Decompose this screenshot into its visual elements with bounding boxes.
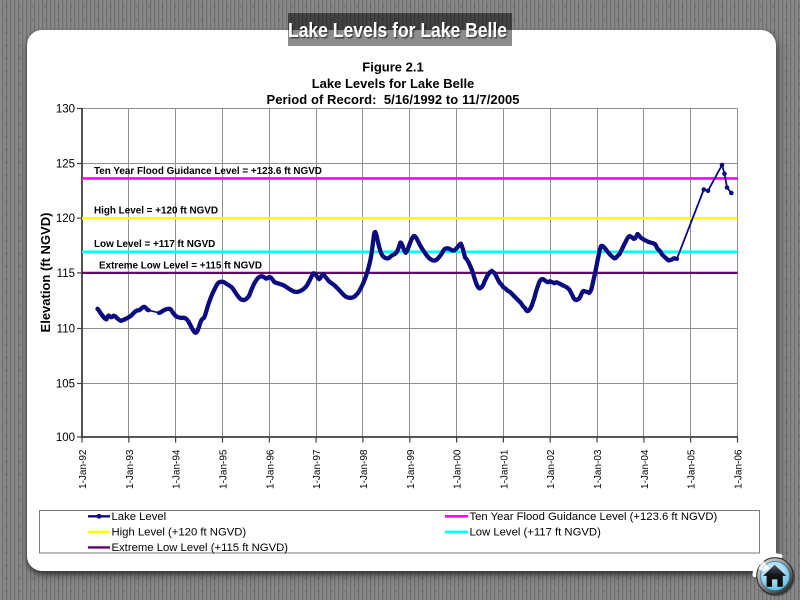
svg-text:1-Jan-04: 1-Jan-04 bbox=[640, 449, 651, 489]
svg-text:Lake Levels for Lake Belle: Lake Levels for Lake Belle bbox=[312, 76, 475, 91]
svg-text:1-Jan-05: 1-Jan-05 bbox=[687, 449, 698, 489]
svg-text:1-Jan-03: 1-Jan-03 bbox=[593, 449, 604, 489]
svg-text:1-Jan-02: 1-Jan-02 bbox=[546, 449, 557, 489]
svg-text:High Level (+120 ft NGVD): High Level (+120 ft NGVD) bbox=[112, 527, 247, 539]
svg-text:Low Level = +117 ft NGVD: Low Level = +117 ft NGVD bbox=[94, 239, 215, 250]
svg-text:1-Jan-98: 1-Jan-98 bbox=[359, 449, 370, 489]
svg-text:Extreme Low Level (+115 ft NGV: Extreme Low Level (+115 ft NGVD) bbox=[112, 542, 289, 554]
svg-text:1-Jan-93: 1-Jan-93 bbox=[125, 449, 136, 489]
svg-text:1-Jan-92: 1-Jan-92 bbox=[78, 449, 89, 489]
svg-text:Ten Year Flood Guidance Level: Ten Year Flood Guidance Level = +123.6 f… bbox=[94, 166, 322, 177]
svg-text:1-Jan-94: 1-Jan-94 bbox=[172, 449, 183, 489]
svg-text:110: 110 bbox=[57, 324, 75, 336]
svg-text:Period of Record: 5/16/1992 t: Period of Record: 5/16/1992 to 11/7/2005 bbox=[267, 92, 520, 107]
svg-text:High Level = +120 ft NGVD: High Level = +120 ft NGVD bbox=[94, 206, 218, 217]
svg-text:1-Jan-97: 1-Jan-97 bbox=[312, 449, 323, 489]
svg-text:Figure 2.1: Figure 2.1 bbox=[362, 60, 423, 75]
svg-text:1-Jan-96: 1-Jan-96 bbox=[265, 449, 276, 489]
svg-text:115: 115 bbox=[57, 268, 75, 280]
svg-text:105: 105 bbox=[56, 379, 75, 391]
svg-text:Extreme Low Level = +115 ft NG: Extreme Low Level = +115 ft NGVD bbox=[99, 261, 262, 272]
svg-text:120: 120 bbox=[56, 213, 75, 225]
svg-text:125: 125 bbox=[56, 159, 75, 171]
svg-text:Low Level (+117 ft NGVD): Low Level (+117 ft NGVD) bbox=[470, 527, 602, 539]
svg-text:Lake Levels for Lake Belle: Lake Levels for Lake Belle bbox=[288, 19, 507, 42]
svg-text:Elevation (ft NGVD): Elevation (ft NGVD) bbox=[38, 213, 53, 333]
svg-text:Lake Level: Lake Level bbox=[112, 511, 167, 523]
svg-text:100: 100 bbox=[56, 432, 75, 444]
svg-text:1-Jan-06: 1-Jan-06 bbox=[734, 449, 745, 489]
svg-text:Ten Year Flood Guidance Level: Ten Year Flood Guidance Level (+123.6 ft… bbox=[470, 511, 718, 523]
svg-text:1-Jan-95: 1-Jan-95 bbox=[219, 449, 230, 489]
svg-text:1-Jan-01: 1-Jan-01 bbox=[499, 449, 510, 489]
svg-text:130: 130 bbox=[56, 104, 75, 116]
svg-text:1-Jan-00: 1-Jan-00 bbox=[453, 449, 464, 489]
svg-text:1-Jan-99: 1-Jan-99 bbox=[406, 449, 417, 489]
